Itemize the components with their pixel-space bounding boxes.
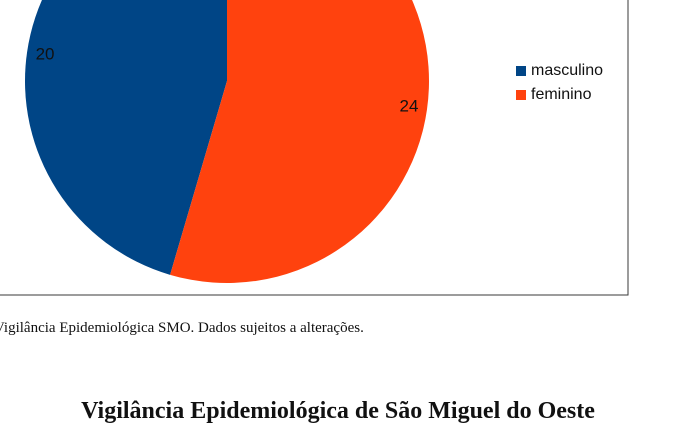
legend-label: feminino — [531, 86, 592, 103]
legend-swatch — [516, 66, 526, 76]
data-label: 24 — [399, 97, 418, 116]
pie — [24, 0, 429, 283]
pie-slice — [170, 0, 429, 283]
caption: Vigilância Epidemiológica SMO. Dados suj… — [0, 320, 364, 336]
heading: Vigilância Epidemiológica de São Miguel … — [81, 398, 595, 424]
data-label: 20 — [36, 44, 55, 63]
legend-label: masculino — [531, 62, 603, 79]
pie-slice — [24, 0, 227, 275]
legend-swatch — [516, 90, 526, 100]
chart-frame — [0, 0, 629, 296]
